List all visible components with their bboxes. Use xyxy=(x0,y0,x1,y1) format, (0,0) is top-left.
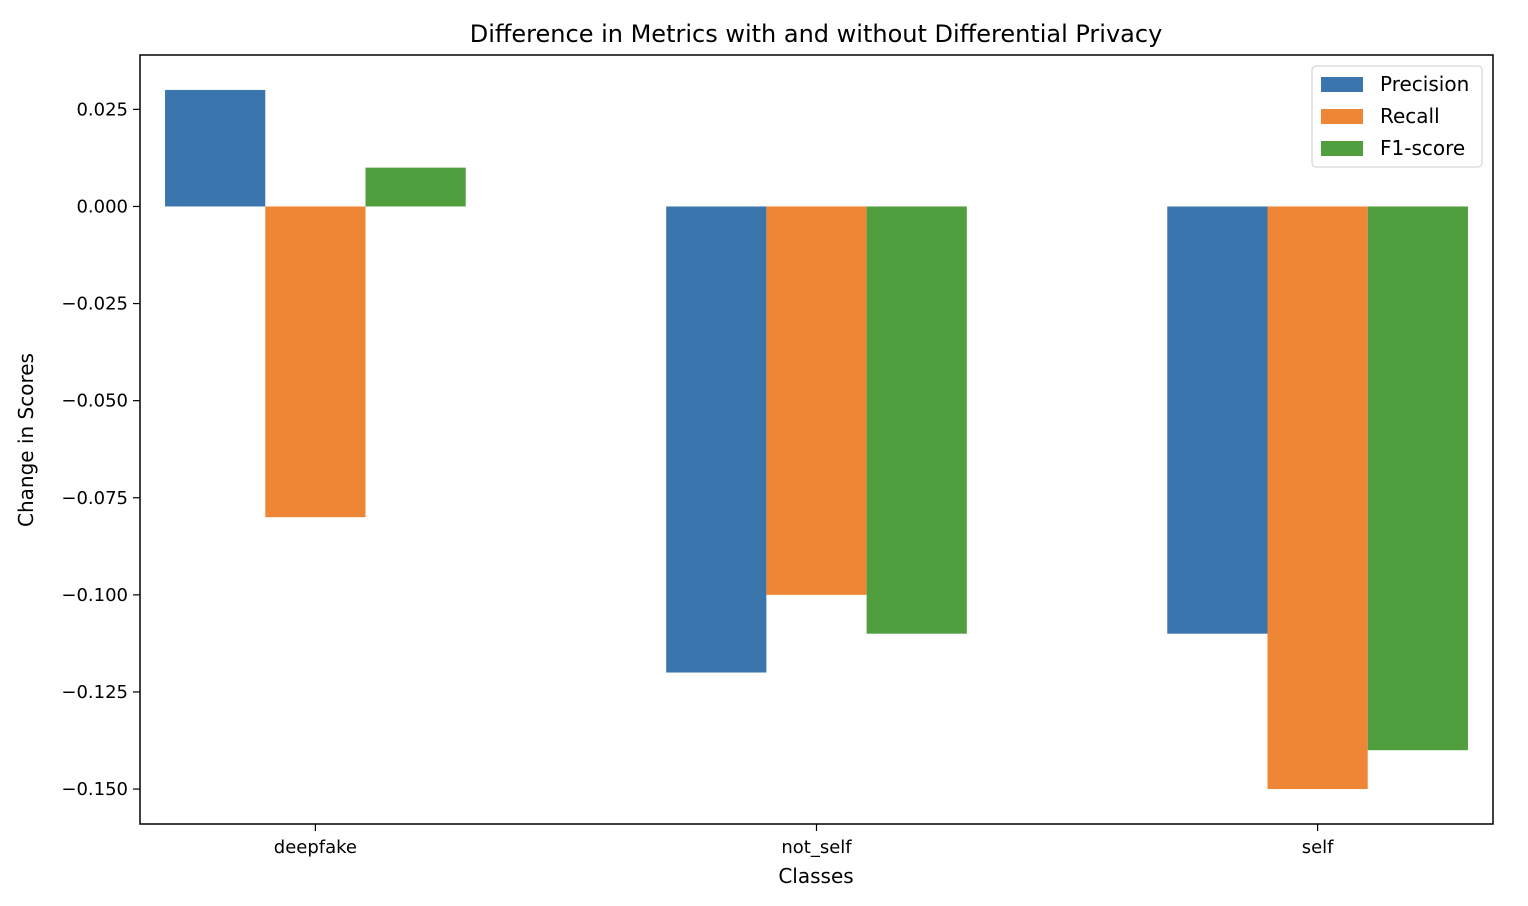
y-axis-title: Change in Scores xyxy=(14,353,38,527)
legend-label-precision: Precision xyxy=(1380,72,1469,96)
y-tick-label: 0.000 xyxy=(76,196,128,217)
legend-swatch-f1-score xyxy=(1321,141,1363,156)
legend-swatch-recall xyxy=(1321,109,1363,124)
y-tick-label: −0.125 xyxy=(61,682,128,703)
bar-recall-deepfake xyxy=(265,206,366,518)
plot-frame xyxy=(139,54,1494,825)
legend-label-recall: Recall xyxy=(1380,104,1440,128)
x-tick-label: deepfake xyxy=(274,837,357,858)
chart-title: Difference in Metrics with and without D… xyxy=(470,20,1163,48)
bar-recall-self xyxy=(1267,206,1368,790)
legend-label-f1-score: F1-score xyxy=(1380,136,1465,160)
bar-precision-self xyxy=(1167,206,1268,634)
y-tick-label: −0.050 xyxy=(61,391,128,412)
x-axis-title: Classes xyxy=(778,864,853,888)
bars-group xyxy=(165,89,1468,790)
bar-f1-score-self xyxy=(1367,206,1468,751)
bar-f1-score-deepfake xyxy=(365,167,466,207)
y-tick-label: −0.075 xyxy=(61,488,128,509)
y-tick-label: 0.025 xyxy=(76,99,128,120)
legend-swatch-precision xyxy=(1321,77,1363,92)
x-tick-label: self xyxy=(1302,837,1334,858)
y-tick-label: −0.025 xyxy=(61,294,128,315)
y-tick-label: −0.150 xyxy=(61,779,128,800)
bar-recall-not_self xyxy=(766,206,867,595)
x-axis: deepfake not_self self xyxy=(274,824,1334,858)
y-axis: 0.025 0.000 −0.025 −0.050 −0.075 −0.100 −0.125… xyxy=(61,99,140,800)
x-tick-label: not_self xyxy=(781,837,852,858)
legend: Precision Recall F1-score xyxy=(1311,65,1483,168)
bar-precision-not_self xyxy=(666,206,767,673)
bar-f1-score-not_self xyxy=(866,206,967,634)
bar-precision-deepfake xyxy=(165,89,266,207)
y-tick-label: −0.100 xyxy=(61,585,128,606)
